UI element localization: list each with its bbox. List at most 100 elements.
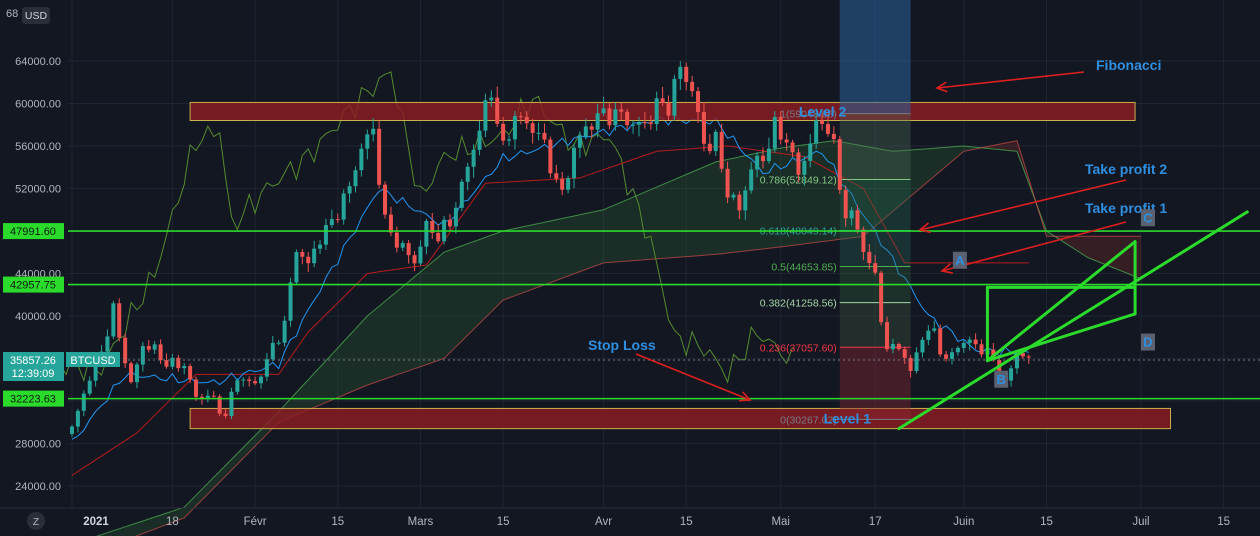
fib-level-label: 0.236(37057.60) bbox=[760, 342, 837, 354]
candle-body bbox=[247, 379, 252, 382]
candle-body bbox=[796, 152, 801, 175]
candle-body bbox=[1014, 352, 1019, 369]
candle-body bbox=[837, 139, 842, 190]
candle-body bbox=[554, 173, 559, 179]
upper-pattern-line[interactable] bbox=[985, 240, 1137, 363]
candle-body bbox=[743, 190, 748, 211]
fib-time-band bbox=[839, 0, 911, 114]
candle-body bbox=[690, 81, 695, 92]
candle-body bbox=[719, 131, 724, 169]
candle-body bbox=[424, 221, 429, 247]
candle-body bbox=[329, 219, 334, 226]
x-tick-label: Juin bbox=[953, 516, 974, 528]
auto-scale-button[interactable]: Z bbox=[27, 512, 45, 530]
candle-body bbox=[642, 122, 647, 124]
price-axis[interactable]: 24000.0028000.0032000.0036000.0040000.00… bbox=[3, 56, 120, 493]
take-profit-1-label: Take profit 1 bbox=[1085, 200, 1167, 216]
candle-body bbox=[459, 181, 464, 208]
candle-body bbox=[896, 344, 901, 350]
triangle-pattern bbox=[897, 210, 1249, 431]
candle-body bbox=[507, 139, 512, 141]
candle-body bbox=[595, 113, 600, 130]
candle-body bbox=[418, 246, 423, 264]
candle-body bbox=[577, 136, 582, 148]
candle-body bbox=[861, 229, 866, 252]
fib-band bbox=[839, 113, 911, 180]
fib-level-label: 0.5(44653.85) bbox=[771, 262, 836, 274]
candle-body bbox=[879, 272, 884, 323]
price-tag bbox=[3, 223, 64, 240]
candlesticks bbox=[70, 61, 1031, 437]
candle-body bbox=[117, 303, 122, 338]
x-tick-label: 15 bbox=[1217, 516, 1230, 528]
senkou-span-b bbox=[135, 140, 1141, 536]
candle-body bbox=[908, 357, 913, 372]
candle-body bbox=[955, 347, 960, 353]
candle-body bbox=[1009, 368, 1014, 381]
candle-body bbox=[140, 346, 145, 365]
fib-band bbox=[839, 347, 911, 420]
price-tag bbox=[3, 390, 64, 407]
candle-body bbox=[949, 352, 954, 359]
price-tag bbox=[3, 276, 64, 293]
candle-body bbox=[973, 339, 978, 345]
candle-body bbox=[300, 252, 305, 257]
candle-body bbox=[75, 410, 80, 427]
take-profit-2-arrow-head bbox=[918, 222, 931, 234]
candle-body bbox=[518, 116, 523, 118]
candle-body bbox=[93, 360, 98, 381]
fibonacci-arrow bbox=[936, 71, 1085, 89]
time-axis[interactable]: 2021 18 Févr 15 Mars 15 Avr 15 Mai 17 Juin 15 Juil 15 bbox=[0, 507, 1260, 528]
currency-button[interactable]: USD bbox=[22, 7, 50, 24]
candle-body bbox=[264, 359, 269, 377]
uptrend-line[interactable] bbox=[897, 210, 1249, 431]
candle-body bbox=[684, 66, 689, 82]
candle-body bbox=[353, 170, 358, 187]
candle-body bbox=[737, 194, 742, 211]
fibonacci-label: Fibonacci bbox=[1096, 57, 1161, 73]
candle-body bbox=[152, 344, 157, 350]
fib-band bbox=[839, 179, 911, 231]
x-tick-label: Févr bbox=[244, 516, 267, 528]
candle-body bbox=[636, 122, 641, 125]
candle-body bbox=[967, 339, 972, 343]
candle-body bbox=[70, 426, 74, 434]
candle-body bbox=[217, 396, 222, 414]
candle-body bbox=[731, 194, 736, 198]
candle-body bbox=[146, 346, 151, 350]
candle-body bbox=[383, 184, 388, 215]
price-tag-label: 47991.60 bbox=[10, 226, 56, 238]
candle-body bbox=[979, 344, 984, 355]
candle-body bbox=[341, 193, 346, 220]
candle-body bbox=[323, 225, 328, 245]
candle-body bbox=[713, 131, 718, 152]
x-tick-label: 18 bbox=[166, 516, 179, 528]
candle-body bbox=[944, 354, 949, 359]
candle-body bbox=[512, 116, 517, 140]
candle-body bbox=[235, 380, 240, 392]
auto-scale-label: Z bbox=[33, 516, 40, 528]
candle-body bbox=[619, 109, 624, 112]
candle-body bbox=[270, 342, 275, 360]
candle-body bbox=[761, 155, 766, 162]
candle-body bbox=[932, 328, 937, 331]
x-tick-label: 17 bbox=[869, 516, 882, 528]
zone-label: Level 2 bbox=[799, 103, 847, 119]
candle-body bbox=[199, 396, 204, 399]
candle-body bbox=[388, 214, 393, 233]
candle-body bbox=[188, 365, 193, 380]
lower-pattern-line[interactable] bbox=[985, 312, 1137, 363]
fib-level-label: 0.382(41258.56) bbox=[760, 298, 837, 310]
candle-body bbox=[365, 134, 370, 149]
candle-body bbox=[164, 360, 169, 367]
take-profit-1-arrow bbox=[941, 221, 1127, 272]
candle-body bbox=[843, 189, 848, 219]
candle-body bbox=[318, 244, 323, 249]
candle-body bbox=[902, 349, 907, 358]
candle-body bbox=[885, 322, 890, 350]
top-tick-fragment: 68 bbox=[6, 8, 18, 20]
stop-loss-arrow bbox=[635, 353, 751, 401]
candle-body bbox=[542, 132, 547, 140]
candle-body bbox=[81, 393, 86, 411]
